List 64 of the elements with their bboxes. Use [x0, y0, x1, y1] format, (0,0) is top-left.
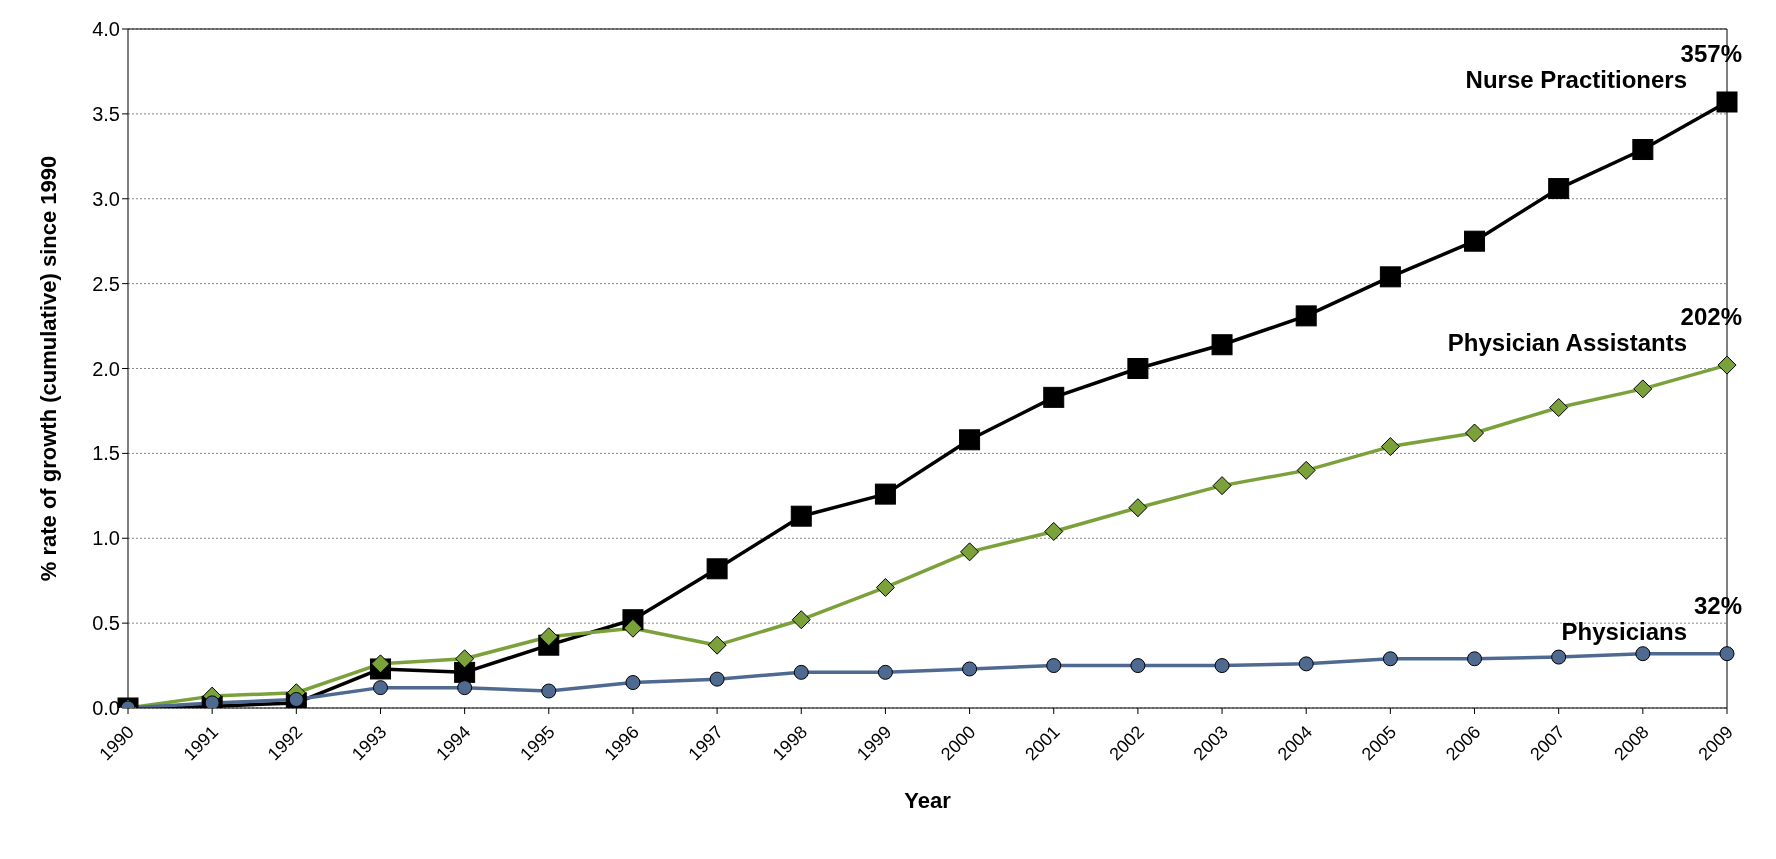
y-tick-label: 2.5: [92, 272, 120, 295]
x-axis-title: Year: [904, 788, 952, 813]
point: [874, 483, 896, 505]
point: [1043, 386, 1065, 408]
point: [455, 649, 475, 669]
point: [1382, 651, 1398, 667]
point: [962, 661, 978, 677]
point: [1046, 658, 1062, 674]
point: [1719, 646, 1735, 662]
point: [1549, 398, 1569, 418]
y-tick-label: 0.5: [92, 612, 120, 635]
y-axis-title: % rate of growth (cumulative) since 1990: [35, 155, 61, 582]
point: [1296, 460, 1316, 480]
point: [623, 618, 643, 638]
point: [1295, 305, 1317, 327]
point: [1044, 521, 1064, 541]
point: [1465, 423, 1485, 443]
point: [1127, 358, 1149, 379]
point: [625, 675, 641, 691]
y-tick-label: 0.0: [92, 697, 120, 720]
point: [1464, 230, 1486, 252]
point: [1130, 658, 1146, 674]
point: [706, 558, 728, 580]
point: [709, 671, 725, 687]
point: [1379, 266, 1401, 288]
point: [1214, 658, 1230, 674]
point: [1211, 334, 1233, 356]
series-label: Nurse Practitioners: [1465, 65, 1687, 93]
y-tick-label: 1.0: [92, 527, 120, 550]
series-label: Physicians: [1561, 617, 1687, 645]
y-tick-label: 3.5: [92, 102, 120, 125]
point: [1212, 476, 1232, 496]
annotation: 202%: [1680, 303, 1742, 331]
y-tick-label: 1.5: [92, 442, 120, 465]
point: [1551, 649, 1567, 665]
point: [875, 577, 895, 597]
point: [959, 429, 981, 451]
point: [370, 654, 390, 674]
point: [541, 683, 557, 699]
annotation: 32%: [1693, 591, 1742, 619]
point: [707, 635, 727, 655]
y-tick-label: 3.0: [92, 187, 120, 210]
point: [1298, 656, 1314, 672]
point: [791, 610, 811, 630]
point: [790, 505, 812, 527]
point: [372, 680, 388, 696]
point: [1128, 498, 1148, 518]
series-label: Physician Assistants: [1447, 329, 1687, 357]
point: [1380, 437, 1400, 457]
point: [457, 680, 473, 696]
point: [1548, 178, 1570, 200]
point: [1716, 91, 1738, 113]
point: [1632, 139, 1654, 161]
point: [1467, 651, 1483, 667]
point: [539, 627, 559, 647]
point: [960, 542, 980, 562]
point: [877, 664, 893, 680]
point: [1635, 646, 1651, 662]
y-tick-label: 4.0: [92, 18, 120, 41]
point: [793, 664, 809, 680]
y-tick-label: 2.0: [92, 357, 120, 380]
point: [1633, 379, 1653, 399]
point: [1717, 355, 1737, 375]
annotation: 357%: [1680, 39, 1742, 67]
